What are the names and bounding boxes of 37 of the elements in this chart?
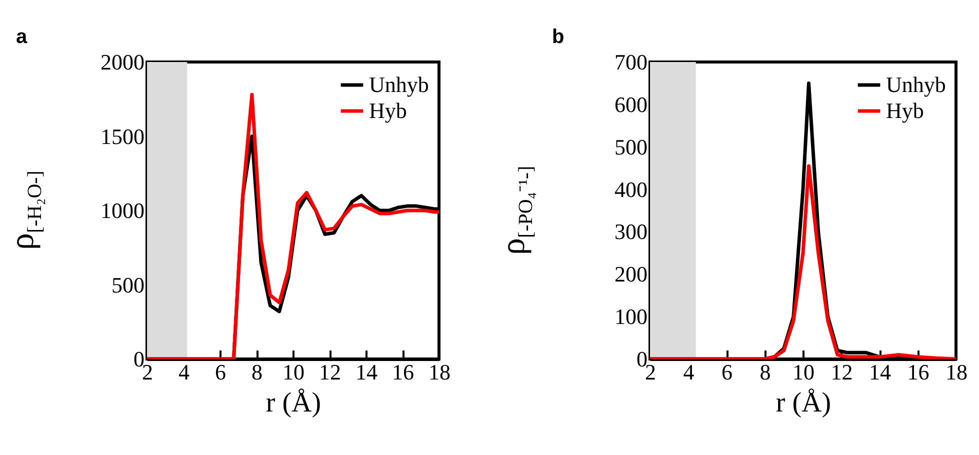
x-tick-label: 8 (252, 360, 262, 384)
y-tick-label: 0 (636, 346, 648, 372)
x-tick-label: 4 (683, 360, 694, 384)
y-tick-label: 700 (614, 50, 648, 74)
y-tick-label: 1500 (100, 124, 144, 149)
x-axis-title: r (Å) (776, 388, 832, 418)
x-tick-label: 14 (869, 360, 891, 384)
legend-label: Hyb (886, 98, 924, 123)
x-tick-label: 14 (356, 360, 378, 384)
y-tick-label: 2000 (100, 50, 144, 74)
y-tick-label: 200 (614, 262, 648, 287)
x-axis-title: r (Å) (266, 388, 322, 418)
x-tick-label: 10 (792, 360, 814, 384)
x-tick-label: 10 (282, 360, 304, 384)
y-tick-label: 600 (614, 92, 648, 117)
y-tick-label: 500 (112, 272, 144, 298)
x-tick-label: 18 (946, 360, 968, 384)
y-tick-label: 300 (614, 219, 648, 244)
x-tick-label: 16 (907, 360, 930, 384)
x-tick-label: 12 (830, 360, 853, 384)
legend-label: Unhyb (369, 72, 429, 97)
x-tick-label: 18 (428, 360, 450, 384)
legend-label: Hyb (369, 98, 407, 123)
x-tick-label: 12 (319, 360, 341, 384)
y-tick-label: 500 (614, 134, 648, 160)
y-tick-label: 0 (134, 346, 144, 372)
y-tick-label: 1000 (100, 198, 144, 223)
chart-title: a (16, 26, 28, 48)
x-tick-label: 6 (215, 360, 226, 384)
legend-label: Unhyb (886, 72, 946, 97)
x-tick-label: 8 (760, 360, 771, 384)
x-tick-label: 4 (178, 360, 190, 384)
chart-title: b (552, 26, 564, 48)
x-tick-label: 6 (722, 360, 732, 384)
x-tick-label: 16 (392, 360, 414, 384)
y-tick-label: 400 (614, 176, 648, 202)
y-tick-label: 100 (614, 304, 648, 330)
